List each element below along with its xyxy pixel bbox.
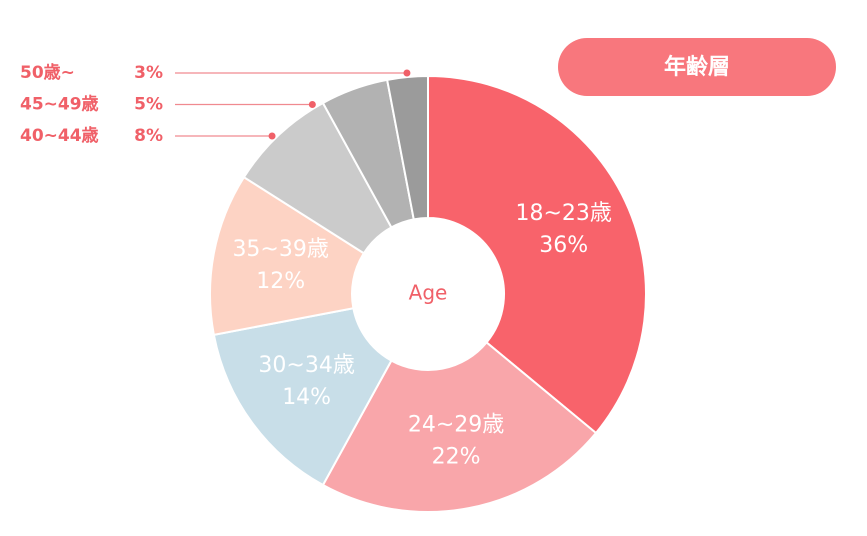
outside-value-label: 8% — [134, 126, 163, 146]
outside-value-label: 5% — [134, 95, 163, 115]
leader-dot — [403, 69, 411, 77]
outside-value-label: 3% — [134, 63, 163, 83]
slice-category-label: 35~39歳 — [232, 237, 328, 262]
slice — [212, 307, 393, 487]
center-label: Age — [409, 281, 448, 305]
slice-value-label: 22% — [432, 444, 481, 469]
slice-category-label: 24~29歳 — [408, 412, 504, 437]
slice-value-label: 14% — [282, 385, 331, 410]
slice-value-label: 36% — [539, 233, 588, 258]
slice-value-label: 12% — [256, 269, 305, 294]
slice — [321, 341, 598, 513]
outside-category-label: 45~49歳 — [20, 94, 99, 115]
leader-dot — [308, 101, 316, 108]
outside-category-label: 40~44歳 — [20, 125, 99, 146]
slice-category-label: 30~34歳 — [258, 353, 354, 378]
badge — [558, 38, 836, 96]
slice — [385, 74, 429, 221]
slice — [427, 74, 647, 435]
outside-category-label: 50歳~ — [20, 62, 75, 83]
slice-category-label: 18~23歳 — [516, 201, 612, 226]
badge-label: 年齢層 — [664, 54, 730, 80]
leader-dot — [268, 132, 276, 140]
slice — [209, 175, 366, 337]
